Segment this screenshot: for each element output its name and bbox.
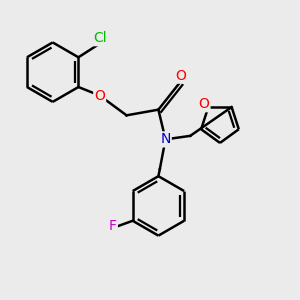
Text: O: O — [94, 88, 105, 103]
Text: O: O — [199, 97, 209, 111]
Text: N: N — [160, 132, 171, 146]
Text: O: O — [176, 69, 187, 83]
Text: F: F — [109, 219, 117, 233]
Text: Cl: Cl — [93, 31, 106, 45]
